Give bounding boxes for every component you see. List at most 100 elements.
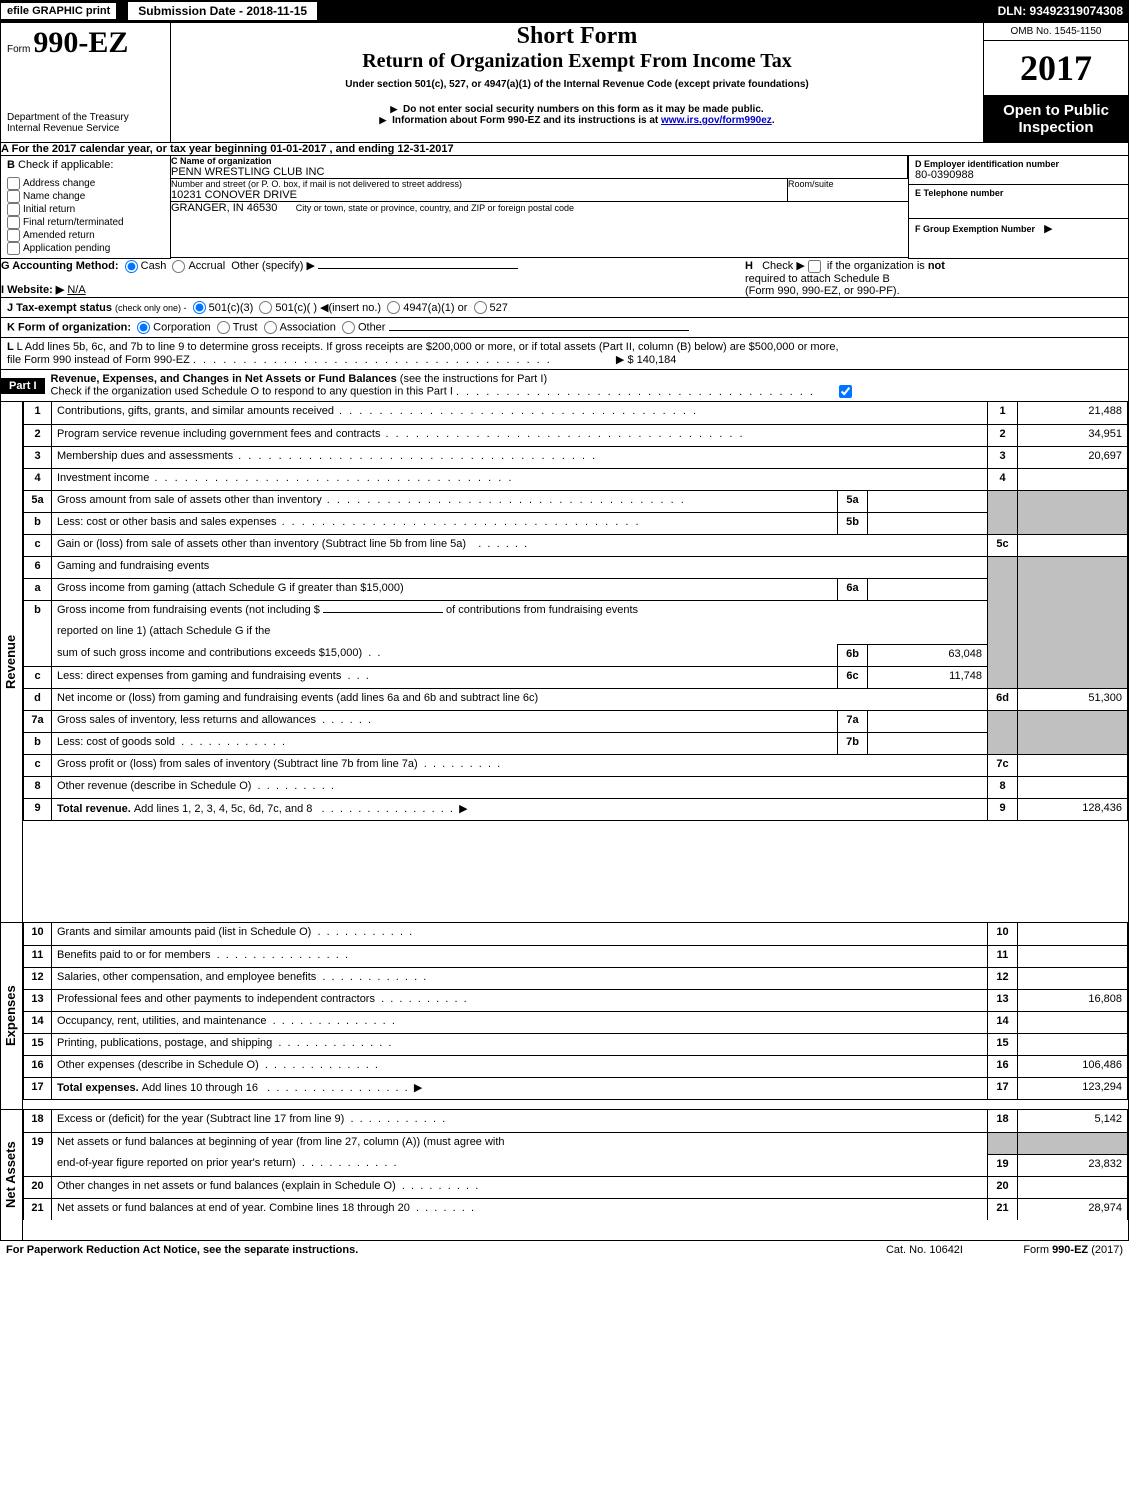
line-desc: end-of-year figure reported on prior yea… [52, 1154, 988, 1176]
checkbox-amended-return[interactable] [7, 229, 20, 242]
grey-box [988, 600, 1018, 622]
footer-form-label: Form [1023, 1244, 1049, 1256]
line-h-text1: Check ▶ [762, 260, 805, 272]
j-opt: 501(c)( ) ◀(insert no.) [275, 302, 381, 314]
line-desc: Gaming and fundraising events [52, 556, 988, 578]
radio-other-org[interactable] [342, 321, 355, 334]
line-num: c [24, 754, 52, 776]
radio-accrual[interactable] [172, 260, 185, 273]
line-val: 20,697 [1018, 446, 1128, 468]
line-val [1018, 923, 1128, 945]
line-k: K Form of organization: Corporation Trus… [0, 318, 1129, 338]
line-l-amount: ▶ $ 140,184 [616, 354, 676, 366]
checkbox-no-schedule-b[interactable] [808, 260, 821, 273]
line-k-label: K Form of organization: [7, 322, 131, 334]
expenses-side-label: Expenses [1, 923, 20, 1109]
line-c-label: C Name of organization [171, 156, 907, 166]
radio-501c3[interactable] [193, 301, 206, 314]
sub-box: 5b [838, 512, 868, 534]
warning-1: Do not enter social security numbers on … [403, 104, 764, 115]
line-num: 7a [24, 710, 52, 732]
line-num: 13 [24, 989, 52, 1011]
line-val [1018, 1176, 1128, 1198]
line-box: 1 [988, 402, 1018, 424]
grey-box [988, 578, 1018, 600]
line-val: 123,294 [1018, 1077, 1128, 1099]
line-val: 51,300 [1018, 688, 1128, 710]
line-num: c [24, 534, 52, 556]
grey-box [1018, 710, 1128, 732]
grey-box [1018, 622, 1128, 644]
line-desc: Less: direct expenses from gaming and fu… [52, 666, 838, 688]
addr-label: Number and street (or P. O. box, if mail… [171, 179, 787, 189]
expenses-table: Expenses 10 Grants and similar amounts p… [0, 923, 1129, 1110]
line-num: 18 [24, 1110, 52, 1132]
sub-val [868, 512, 988, 534]
line-box: 9 [988, 798, 1018, 820]
line-desc: Less: cost of goods sold . . . . . . . .… [52, 732, 838, 754]
line-num: 8 [24, 776, 52, 798]
line-l-text2: file Form 990 instead of Form 990-EZ [7, 354, 190, 366]
line-num: 1 [24, 402, 52, 424]
line-box: 10 [988, 923, 1018, 945]
city-value: GRANGER, IN 46530 [171, 202, 277, 214]
line-num: 21 [24, 1198, 52, 1220]
checkbox-final-return[interactable] [7, 216, 20, 229]
k-other-input[interactable] [389, 330, 689, 331]
instructions-link[interactable]: www.irs.gov/form990ez [661, 115, 772, 126]
short-form-title: Short Form [171, 23, 983, 50]
line-j-label: J Tax-exempt status [7, 302, 112, 314]
part-i-note: (see the instructions for Part I) [400, 373, 547, 385]
radio-corporation[interactable] [137, 321, 150, 334]
k-opt: Other [358, 322, 386, 334]
sub-box: 7b [838, 732, 868, 754]
line-box: 7c [988, 754, 1018, 776]
checkbox-name-change[interactable] [7, 190, 20, 203]
sub-val [868, 490, 988, 512]
line-desc: Net income or (loss) from gaming and fun… [52, 688, 988, 710]
line-val: 23,832 [1018, 1154, 1128, 1176]
radio-527[interactable] [474, 301, 487, 314]
radio-cash[interactable] [125, 260, 138, 273]
arrow-icon [390, 104, 400, 115]
line-desc: Grants and similar amounts paid (list in… [52, 923, 988, 945]
k-opt: Trust [233, 322, 258, 334]
sub-box: 6c [838, 666, 868, 688]
checkbox-application-pending[interactable] [7, 242, 20, 255]
line-val [1018, 945, 1128, 967]
radio-501c[interactable] [259, 301, 272, 314]
checkbox-schedule-o[interactable] [839, 385, 852, 398]
line-val [1018, 534, 1128, 556]
checkbox-address-change[interactable] [7, 177, 20, 190]
line-h-text2: if the organization is [827, 260, 925, 272]
street-address: 10231 CONOVER DRIVE [171, 189, 787, 201]
line-num: a [24, 578, 52, 600]
j-opt: 501(c)(3) [209, 302, 254, 314]
line-num: c [24, 666, 52, 688]
g-other-input[interactable] [318, 268, 518, 269]
line-box: 17 [988, 1077, 1018, 1099]
sub-val [868, 578, 988, 600]
line-box: 14 [988, 1011, 1018, 1033]
radio-4947a1[interactable] [387, 301, 400, 314]
net-assets-table: Net Assets 18 Excess or (deficit) for th… [0, 1110, 1129, 1241]
line-desc: sum of such gross income and contributio… [52, 644, 838, 666]
line-num: 16 [24, 1055, 52, 1077]
b-opt: Initial return [23, 204, 75, 215]
fundraising-amount-input[interactable] [323, 612, 443, 613]
g-other: Other (specify) ▶ [231, 260, 315, 272]
form-header: Form 990-EZ Department of the Treasury I… [0, 22, 1129, 143]
footer-left: For Paperwork Reduction Act Notice, see … [6, 1244, 886, 1256]
radio-association[interactable] [264, 321, 277, 334]
subtitle: Under section 501(c), 527, or 4947(a)(1)… [171, 79, 983, 90]
line-desc: Less: cost or other basis and sales expe… [52, 512, 838, 534]
line-num: 3 [24, 446, 52, 468]
checkbox-initial-return[interactable] [7, 203, 20, 216]
efile-print-button[interactable]: efile GRAPHIC print [0, 2, 117, 20]
city-label: City or town, state or province, country… [296, 203, 574, 213]
radio-trust[interactable] [217, 321, 230, 334]
sub-val [868, 710, 988, 732]
sub-val: 63,048 [868, 644, 988, 666]
line-val: 128,436 [1018, 798, 1128, 820]
part-i-table: Revenue 1 Contributions, gifts, grants, … [0, 402, 1129, 923]
